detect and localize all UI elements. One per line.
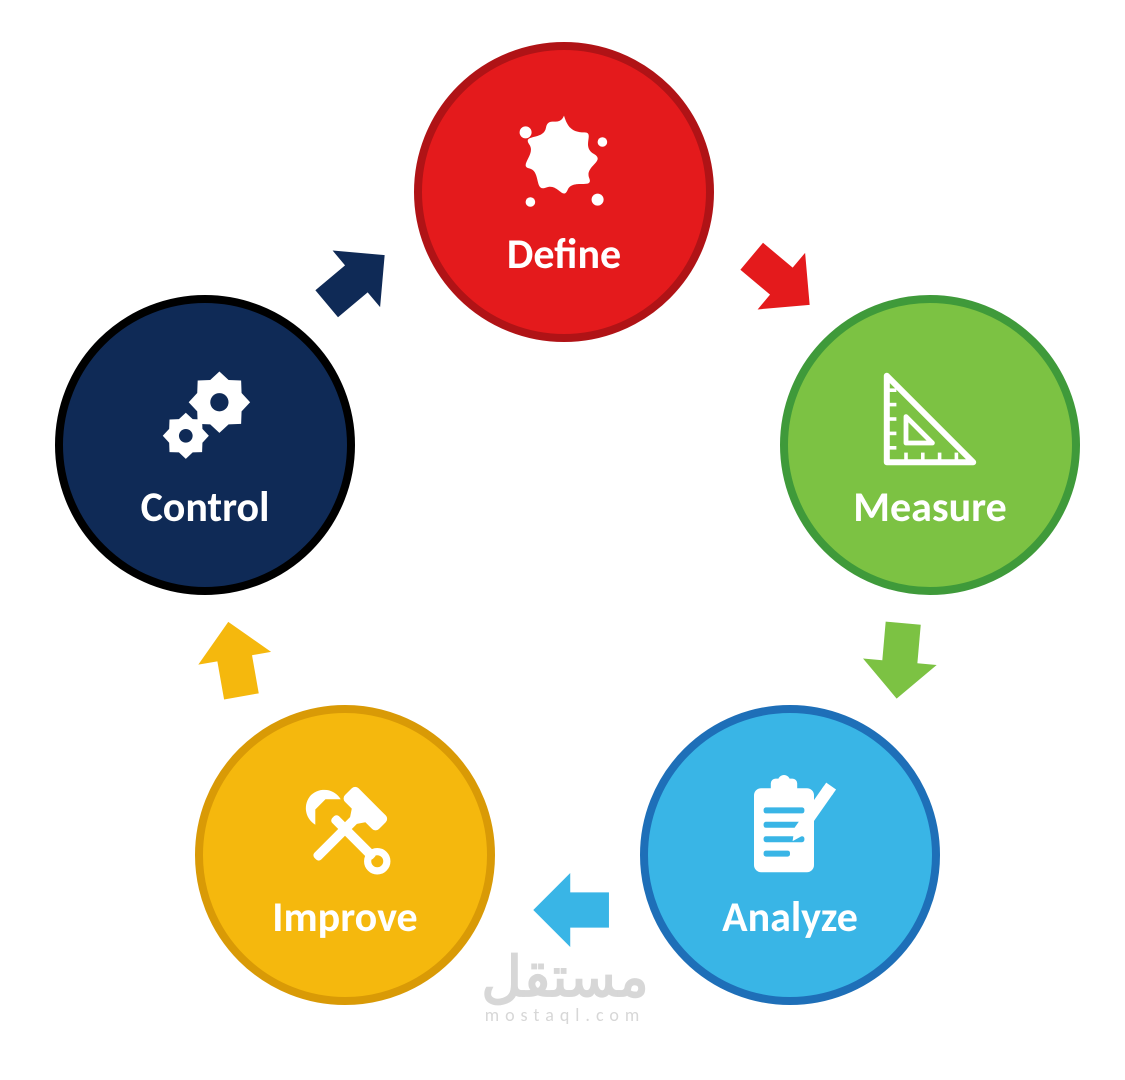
node-control: Control xyxy=(55,295,355,595)
node-measure: Measure xyxy=(780,295,1080,595)
node-label-define: Define xyxy=(507,232,621,278)
node-define: Define xyxy=(414,42,714,342)
arrow-measure-to-analyze xyxy=(852,612,947,707)
watermark-top: مستقل xyxy=(415,950,715,1006)
arrow-define-to-measure xyxy=(718,218,842,342)
arrow-improve-to-control xyxy=(184,609,286,711)
watermark: مستقلmostaql.com xyxy=(415,950,715,1024)
node-label-control: Control xyxy=(141,485,270,531)
hammer-wrench-icon xyxy=(285,769,405,889)
ruler-triangle-icon xyxy=(870,359,990,479)
clipboard-pencil-icon xyxy=(730,769,850,889)
node-label-measure: Measure xyxy=(853,485,1006,531)
arrow-analyze-to-improve xyxy=(528,866,616,954)
gears-icon xyxy=(145,359,265,479)
arrow-control-to-define xyxy=(293,218,417,342)
node-label-improve: Improve xyxy=(272,895,417,941)
splat-icon xyxy=(504,106,624,226)
watermark-bottom: mostaql.com xyxy=(415,1006,715,1024)
node-label-analyze: Analyze xyxy=(722,895,858,941)
dmaic-cycle-diagram: Define Measure Analyze Improve Control مستقلm… xyxy=(0,0,1125,1080)
